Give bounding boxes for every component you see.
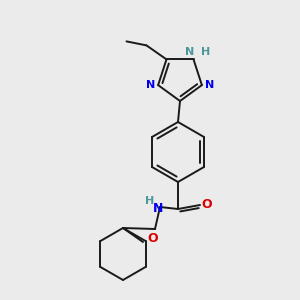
Text: N: N bbox=[146, 80, 155, 90]
Text: O: O bbox=[147, 232, 158, 245]
Text: N: N bbox=[205, 80, 214, 90]
Text: H: H bbox=[146, 196, 154, 206]
Text: O: O bbox=[202, 197, 212, 211]
Text: H: H bbox=[200, 47, 210, 57]
Text: N: N bbox=[185, 47, 194, 57]
Text: N: N bbox=[153, 202, 163, 214]
